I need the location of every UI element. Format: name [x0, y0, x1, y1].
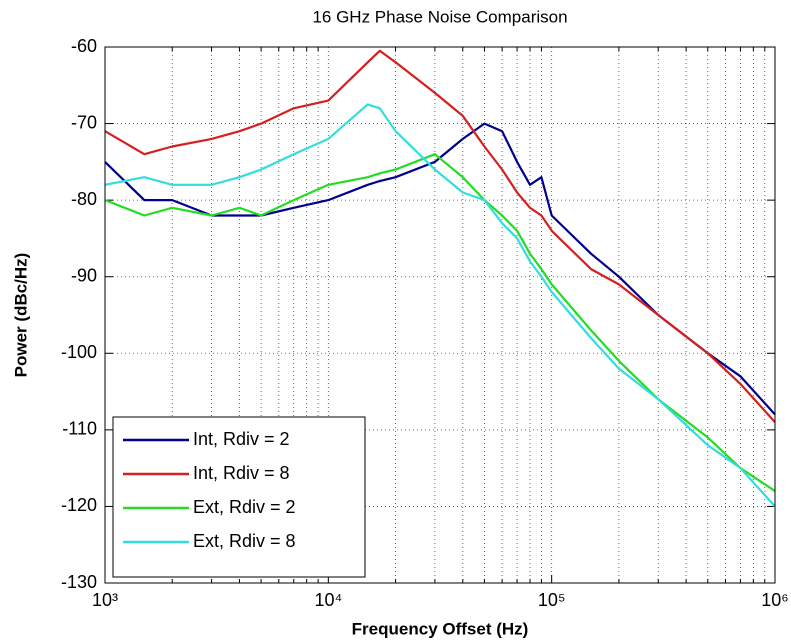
- series-line: [104, 103, 776, 508]
- y-tick-label: -110: [62, 419, 97, 439]
- x-tick-label: 10³: [92, 590, 118, 610]
- x-axis-label: Frequency Offset (Hz): [352, 619, 529, 638]
- y-tick-label: -120: [61, 495, 97, 515]
- legend: Int, Rdiv = 2 Int, Rdiv = 8 Ext, Rdiv = 2 E…: [112, 416, 366, 578]
- y-tick-label: -130: [61, 572, 97, 592]
- legend-label: Int, Rdiv = 8: [193, 463, 290, 483]
- series-line: [104, 153, 776, 493]
- legend-label: Ext, Rdiv = 8: [193, 531, 296, 551]
- y-axis-label: Power (dBc/Hz): [11, 253, 30, 378]
- chart-title: 16 GHz Phase Noise Comparison: [312, 7, 567, 26]
- plot-frame: [104, 46, 776, 584]
- y-tick-label: -100: [61, 342, 97, 362]
- x-tick-label: 10⁵: [538, 590, 565, 610]
- legend-label: Int, Rdiv = 2: [193, 429, 290, 449]
- x-tick-label: 10⁴: [314, 590, 342, 610]
- x-tick-label: 10⁶: [761, 590, 788, 610]
- y-tick-label: -90: [71, 265, 97, 285]
- legend-label: Ext, Rdiv = 2: [193, 497, 296, 517]
- legend-box: [112, 416, 366, 578]
- y-tick-label: -60: [71, 36, 97, 56]
- series-line: [104, 49, 776, 423]
- y-tick-label: -70: [71, 112, 97, 132]
- y-tick-label: -80: [71, 189, 97, 209]
- series-line: [104, 122, 776, 416]
